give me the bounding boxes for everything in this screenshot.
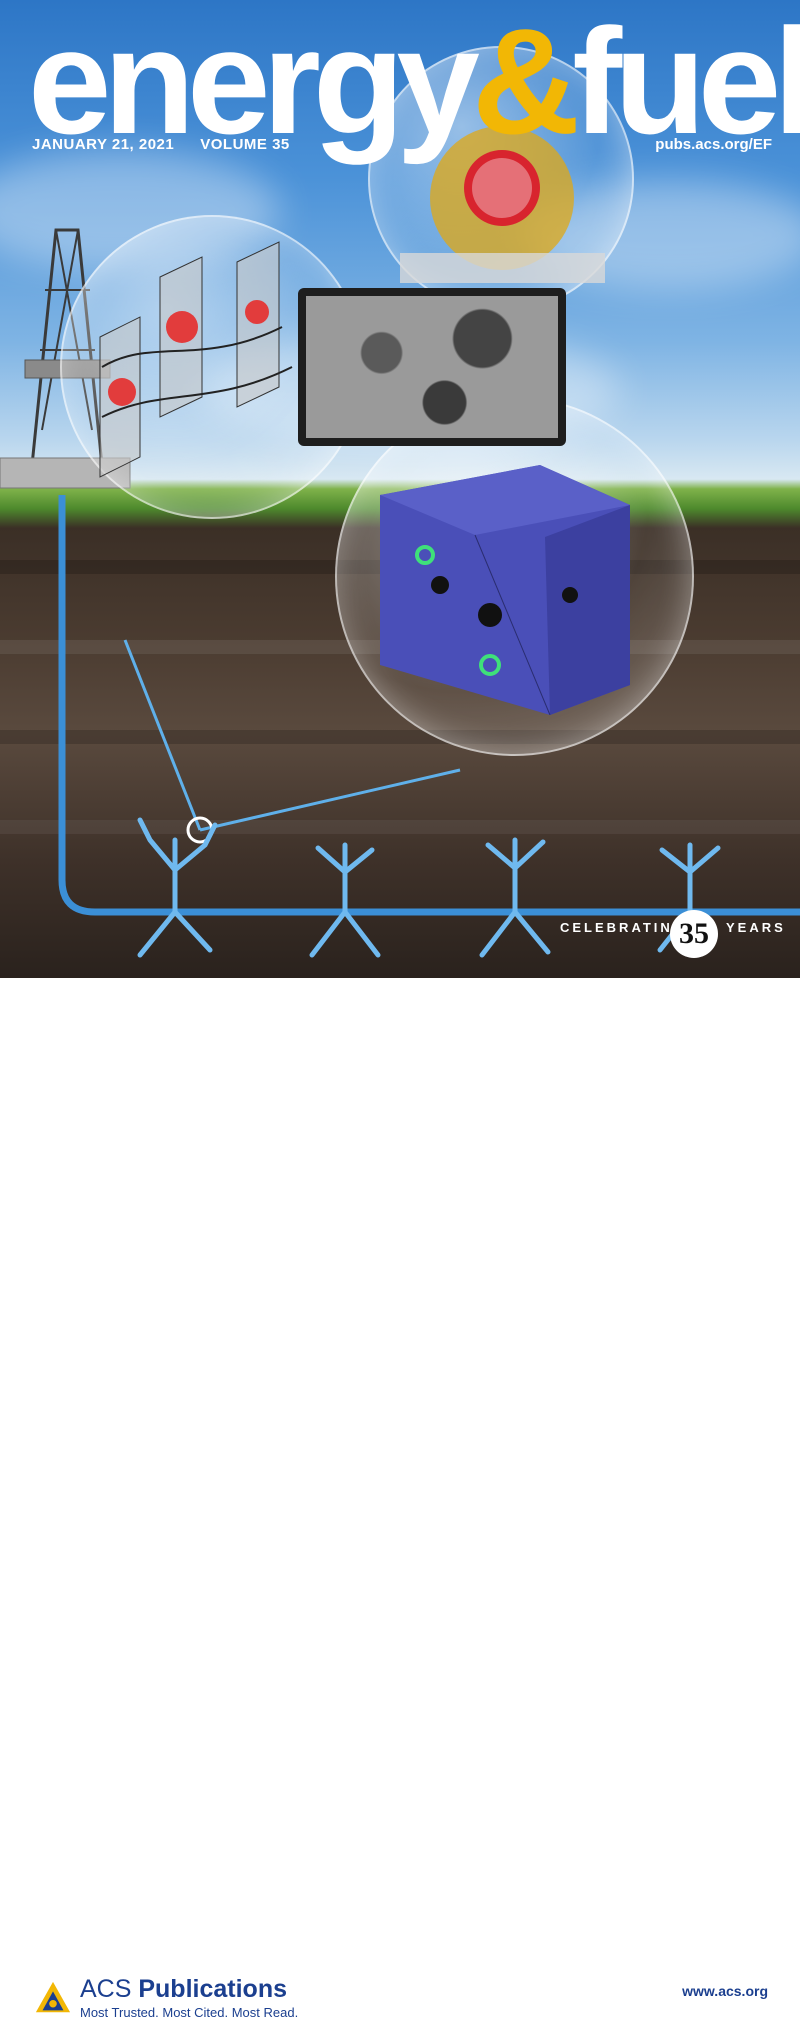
pore-structure-cube <box>380 465 630 715</box>
publisher-light: ACS <box>80 1975 139 2003</box>
molecule-cluster-graphic <box>400 126 605 283</box>
acs-logo-icon <box>35 1981 71 2013</box>
issue-date: JANUARY 21, 2021 <box>32 136 175 153</box>
cover-art: energy&fuels JANUARY 21, 2021 VOLUME 35 p… <box>0 0 800 978</box>
pipeline-illustration <box>58 495 800 958</box>
issue-info: JANUARY 21, 2021 VOLUME 35 <box>32 136 316 153</box>
acs-publications-wordmark: ACS Publications <box>80 1975 287 2004</box>
rock-stratum <box>0 820 800 834</box>
publisher-website[interactable]: www.acs.org <box>682 1983 768 1999</box>
micrograph-screen <box>306 296 558 438</box>
anniversary-badge: 35 <box>670 910 718 958</box>
micrograph-monitor <box>298 288 566 446</box>
journal-url[interactable]: pubs.acs.org/EF <box>655 136 772 153</box>
footer-bar: ACS Publications Most Trusted. Most Cite… <box>0 978 800 2020</box>
celebrating-label: CELEBRATING <box>560 920 686 935</box>
title-ampersand: & <box>471 0 580 165</box>
volume-number: VOLUME 35 <box>200 136 290 153</box>
years-label: YEARS <box>726 920 786 935</box>
fracture-slices-graphic <box>99 241 293 478</box>
publisher-tagline: Most Trusted. Most Cited. Most Read. <box>80 2005 299 2020</box>
title-word-energy: energy <box>28 0 480 165</box>
molecular-simulation-bubble <box>368 46 634 312</box>
title-word-fuels: fuels <box>572 0 800 165</box>
publisher-bold: Publications <box>138 1975 287 2003</box>
magazine-title: energy&fuels <box>28 6 800 156</box>
